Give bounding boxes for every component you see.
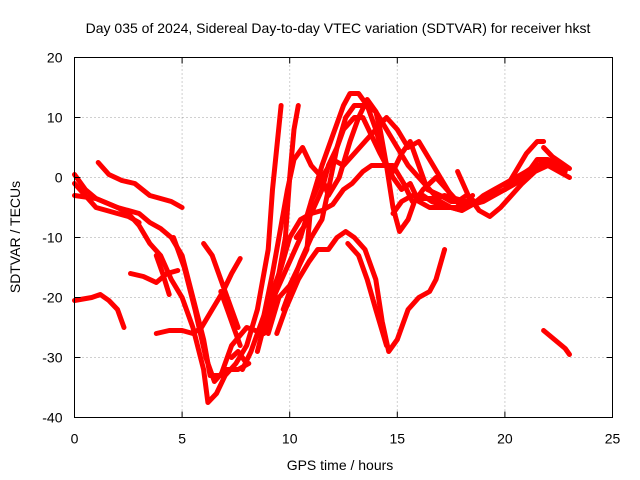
x-tick-label: 10 [282,431,298,447]
y-tick-label: 0 [55,170,63,186]
series-arc-04 [72,181,142,225]
series-arc-12 [229,349,250,366]
series-arc-18 [293,163,469,240]
series-arc-05 [72,292,127,330]
y-tick-label: -40 [42,410,62,426]
series-arc-03 [95,160,185,210]
x-tick-label: 15 [390,431,406,447]
series-arc-21 [390,193,476,216]
series-arc-20 [345,241,389,348]
x-tick-label: 0 [71,431,79,447]
series-arc-25 [541,145,572,171]
y-tick-label: -30 [42,350,62,366]
chart-title: Day 035 of 2024, Sidereal Day-to-day VTE… [86,20,591,36]
series-arc-19 [274,229,448,354]
y-tick-label: -10 [42,230,62,246]
series-layer [72,91,572,405]
y-tick-label: 20 [47,50,63,66]
x-tick-label: 5 [178,431,186,447]
y-axis-label: SDTVAR / TECUs [7,181,23,293]
series-arc-26 [541,328,572,357]
series-arc-07 [153,253,172,297]
y-tick-label: 10 [47,110,63,126]
series-arc-17 [261,97,478,318]
series-arc-09 [171,235,252,384]
y-tick-label: -20 [42,290,62,306]
axis-ticks: 0 5 10 15 20 25 -40 -30 -20 -10 0 10 20 [42,50,620,447]
series-arc-22 [455,163,572,219]
series-arc-06 [128,268,181,285]
series-arc-10 [201,241,241,330]
x-tick-label: 20 [497,431,513,447]
x-tick-label: 25 [605,431,621,447]
series-arc-11 [218,289,243,348]
x-axis-label: GPS time / hours [287,457,394,473]
series-arc-24 [489,139,547,198]
